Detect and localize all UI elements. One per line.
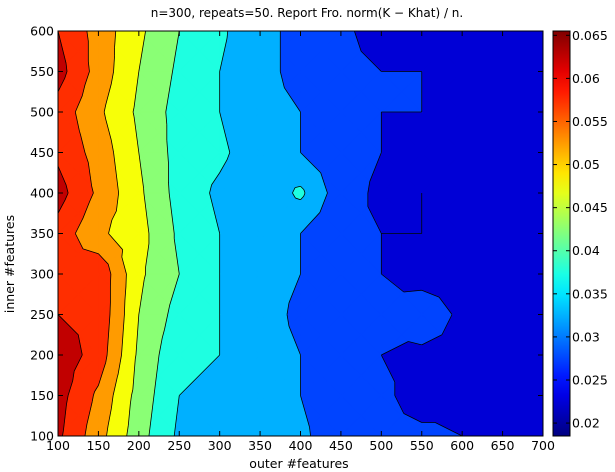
x-tick-label: 650 bbox=[491, 438, 515, 453]
y-tick-label: 250 bbox=[30, 307, 54, 322]
y-tick-label: 100 bbox=[30, 429, 54, 444]
contour-fills bbox=[58, 31, 543, 436]
colorbar-tick-label: 0.055 bbox=[572, 114, 608, 129]
x-tick-label: 200 bbox=[127, 438, 151, 453]
y-tick-label: 400 bbox=[30, 186, 54, 201]
colorbar-tick-label: 0.04 bbox=[572, 243, 600, 258]
contour-line bbox=[58, 31, 83, 436]
y-tick-label: 550 bbox=[30, 64, 54, 79]
y-tick-label: 600 bbox=[30, 24, 54, 39]
colorbar-frame bbox=[552, 30, 571, 437]
plot-area bbox=[57, 30, 544, 437]
colorbar-tick-label: 0.02 bbox=[572, 416, 600, 431]
contour-line bbox=[148, 31, 180, 436]
colorbar-gradient bbox=[553, 31, 570, 436]
colorbar-tick-label: 0.065 bbox=[572, 28, 608, 43]
x-tick-label: 100 bbox=[46, 438, 70, 453]
x-tick-label: 600 bbox=[450, 438, 474, 453]
x-tick-label: 450 bbox=[329, 438, 353, 453]
y-tick-label: 200 bbox=[30, 348, 54, 363]
colorbar-tick-label: 0.045 bbox=[572, 200, 608, 215]
contour-line bbox=[279, 31, 328, 436]
x-tick-label: 150 bbox=[86, 438, 110, 453]
y-tick-label: 350 bbox=[30, 226, 54, 241]
y-axis-label: inner #features bbox=[2, 215, 17, 313]
y-tick-label: 150 bbox=[30, 388, 54, 403]
y-tick-label: 500 bbox=[30, 105, 54, 120]
x-tick-label: 250 bbox=[167, 438, 191, 453]
contour-line bbox=[126, 31, 150, 436]
x-tick-label: 700 bbox=[531, 438, 555, 453]
x-axis-label: outer #features bbox=[249, 456, 348, 471]
contour-line bbox=[74, 31, 112, 436]
colorbar-tick-label: 0.05 bbox=[572, 157, 600, 172]
x-tick-label: 550 bbox=[410, 438, 434, 453]
colorbar-tick-label: 0.035 bbox=[572, 286, 608, 301]
contour-lines bbox=[58, 31, 463, 436]
y-tick-label: 300 bbox=[30, 267, 54, 282]
contour-line bbox=[173, 31, 306, 436]
colorbar-tick-label: 0.025 bbox=[572, 372, 608, 387]
colorbar-ticks: 0.02 0.025 0.03 0.035 0.04 0.045 0.05 0.055 0.06… bbox=[553, 28, 608, 431]
chart-title: n=300, repeats=50. Report Fro. norm(K − … bbox=[151, 6, 463, 20]
x-tick-label: 400 bbox=[289, 438, 313, 453]
colorbar-tick-label: 0.06 bbox=[572, 71, 600, 86]
x-tick-label: 500 bbox=[369, 438, 393, 453]
y-tick-label: 450 bbox=[30, 145, 54, 160]
colorbar-tick-label: 0.03 bbox=[572, 329, 600, 344]
y-axis-ticks: 100 150 200 250 300 350 400 450 500 550 600 bbox=[30, 24, 543, 444]
x-tick-label: 300 bbox=[208, 438, 232, 453]
x-axis-ticks: 100 150 200 250 300 350 400 450 500 550 600 650 700 bbox=[46, 31, 555, 453]
contour-line bbox=[354, 31, 463, 436]
x-tick-label: 350 bbox=[248, 438, 272, 453]
contour-line bbox=[103, 31, 127, 436]
colorbar: 0.02 0.025 0.03 0.035 0.04 0.045 0.05 0.055 0.06… bbox=[552, 28, 608, 437]
